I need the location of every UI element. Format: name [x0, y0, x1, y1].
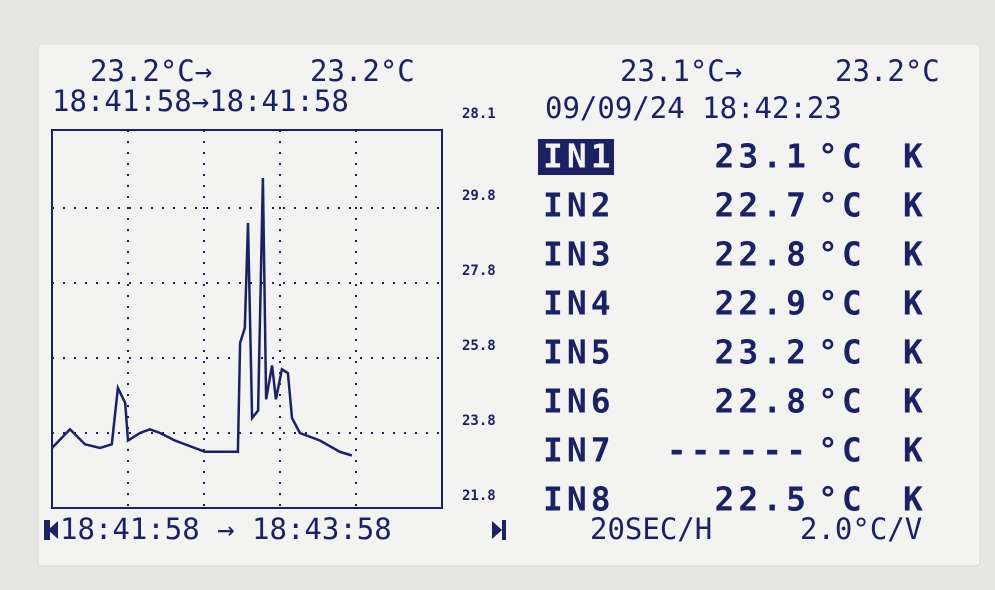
y-tick-label: 23.8 — [462, 413, 496, 429]
channel-unit: °C — [818, 431, 866, 470]
channel-type: K — [903, 480, 927, 519]
channel-name: IN3 — [543, 235, 615, 274]
channel-value: ------ — [667, 431, 810, 470]
channel-type: K — [903, 186, 927, 225]
channel-type: K — [903, 382, 927, 421]
end-marker — [502, 520, 506, 540]
channel-type: K — [903, 333, 927, 372]
channel-type: K — [903, 137, 927, 176]
channel-unit: °C — [818, 480, 866, 519]
channel-name: IN2 — [543, 186, 615, 225]
channel-type: K — [903, 235, 927, 274]
channel-name: IN5 — [543, 333, 615, 372]
channel-unit: °C — [818, 186, 866, 225]
channel-value: 23.1 — [715, 137, 810, 176]
channel-name: IN8 — [543, 480, 615, 519]
cursor-times: 18:41:58→18:41:58 — [52, 84, 349, 118]
y-tick-label: 25.8 — [462, 338, 496, 354]
channel-value: 22.8 — [715, 235, 810, 274]
top-label: 28.1 — [462, 106, 496, 122]
channel-name: IN6 — [543, 382, 615, 421]
header-temp-start: 23.1°C→ — [620, 54, 742, 88]
channel-unit: °C — [818, 284, 866, 323]
channel-value: 22.9 — [715, 284, 810, 323]
y-tick-label: 29.8 — [462, 188, 496, 204]
y-tick-label: 27.8 — [462, 263, 496, 279]
channel-type: K — [903, 431, 927, 470]
channel-name: IN7 — [543, 431, 615, 470]
channel-value: 22.7 — [715, 186, 810, 225]
channel-unit: °C — [818, 382, 866, 421]
header-datetime: 09/09/24 18:42:23 — [545, 91, 842, 125]
channel-unit: °C — [818, 333, 866, 372]
channel-name: IN4 — [543, 284, 615, 323]
channel-unit: °C — [818, 137, 866, 176]
y-tick-label: 21.8 — [462, 488, 496, 504]
channel-value: 22.8 — [715, 382, 810, 421]
channel-unit: °C — [818, 235, 866, 274]
channel-value: 22.5 — [715, 480, 810, 519]
page: {"chart_data": {"type": "line", "x": [0,… — [0, 0, 995, 590]
screen: 23.2°C→ 23.2°C 18:41:58→18:41:58 23.1°C→… — [0, 0, 995, 590]
channel-type: K — [903, 284, 927, 323]
header-temp-end: 23.2°C — [835, 54, 940, 88]
time-range: 18:41:58 → 18:43:58 — [60, 512, 392, 546]
cursor-temp-start: 23.2°C→ — [90, 54, 212, 88]
cursor-temp-end: 23.2°C — [310, 54, 415, 88]
channel-name: IN1 — [543, 137, 615, 176]
channel-value: 23.2 — [715, 333, 810, 372]
